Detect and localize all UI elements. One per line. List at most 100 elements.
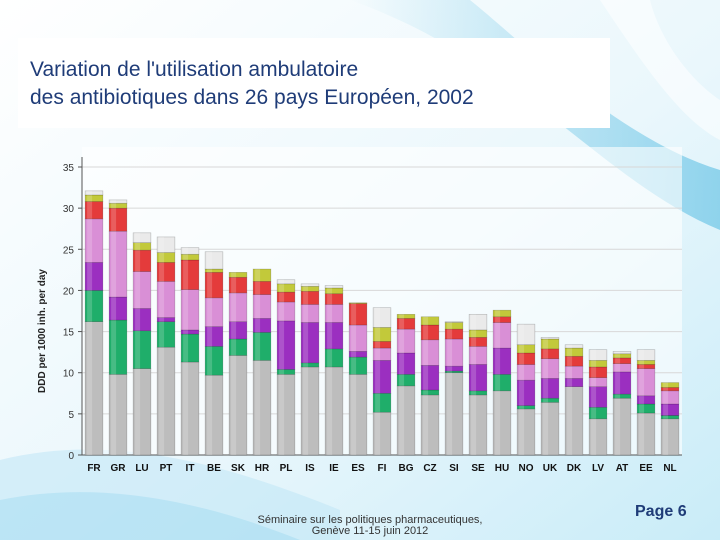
bar-sheen <box>663 387 669 391</box>
bar-segment-NL-segment-2 <box>660 415 680 420</box>
bar-sheen <box>615 353 621 358</box>
bar-segment-IE-segment-2 <box>324 348 344 368</box>
x-tick-label: IS <box>305 463 315 474</box>
bar-sheen <box>639 395 645 404</box>
bar-sheen <box>615 398 621 455</box>
bar-sheen <box>87 194 93 202</box>
bar-segment-ES-segment-5 <box>348 303 368 326</box>
bar-sheen <box>639 403 645 414</box>
bar-segment-SK-segment-4 <box>228 292 248 322</box>
bar-sheen <box>207 326 213 347</box>
y-axis-label: DDD per 1000 inh. per day <box>37 269 48 393</box>
bar-sheen <box>255 269 261 282</box>
bar-sheen <box>303 366 309 455</box>
bar-sheen <box>399 314 405 319</box>
x-tick-label: SE <box>471 463 485 474</box>
bar-sheen <box>135 308 141 331</box>
bar-sheen <box>279 301 285 321</box>
bar-segment-SE-segment-3 <box>468 364 488 392</box>
y-tick-label: 30 <box>63 204 75 215</box>
footer-text: Séminaire sur les politiques pharmaceuti… <box>235 515 505 537</box>
x-tick-label: AT <box>616 463 629 474</box>
bar-segment-PL-segment-7 <box>276 279 296 285</box>
bar-segment-IT-segment-7 <box>180 247 200 255</box>
bar-segment-SK-segment-6 <box>228 272 248 278</box>
bar-sheen <box>519 364 525 381</box>
bar-segment-FI-segment-6 <box>372 327 392 342</box>
bar-sheen <box>591 418 597 455</box>
bar-sheen <box>159 236 165 253</box>
bar-sheen <box>663 390 669 404</box>
bar-sheen <box>207 297 213 327</box>
bar-sheen <box>495 316 501 323</box>
bar-sheen <box>519 344 525 353</box>
bar-sheen <box>303 304 309 323</box>
bar-sheen <box>447 371 453 373</box>
bar-sheen <box>663 415 669 419</box>
bar-sheen <box>663 418 669 455</box>
bar-sheen <box>567 386 573 455</box>
bar-segment-IE-segment-7 <box>324 285 344 289</box>
bar-sheen <box>591 377 597 387</box>
bar-sheen <box>111 203 117 209</box>
bar-sheen <box>567 344 573 349</box>
bar-sheen <box>519 408 525 455</box>
bar-sheen <box>231 321 237 339</box>
bar-sheen <box>495 390 501 455</box>
bar-sheen <box>471 394 477 455</box>
bar-sheen <box>543 378 549 399</box>
bar-sheen <box>399 385 405 455</box>
bar-sheen <box>327 285 333 288</box>
bar-segment-GR-segment-7 <box>108 199 128 204</box>
bar-sheen <box>423 324 429 340</box>
bar-sheen <box>543 398 549 403</box>
bar-segment-CZ-segment-2 <box>420 389 440 396</box>
bar-sheen <box>111 199 117 204</box>
x-tick-label: IE <box>329 463 339 474</box>
bar-sheen <box>279 279 285 284</box>
bar-sheen <box>495 348 501 375</box>
bar-sheen <box>639 349 645 361</box>
bar-segment-BE-segment-1 <box>204 374 224 456</box>
bar-sheen <box>231 338 237 356</box>
bar-segment-GR-segment-4 <box>108 230 128 298</box>
bar-segment-CZ-segment-6 <box>420 316 440 326</box>
bar-sheen <box>471 337 477 347</box>
bar-sheen <box>591 366 597 378</box>
bar-sheen <box>447 322 453 330</box>
bar-sheen <box>399 329 405 353</box>
bar-sheen <box>159 321 165 348</box>
bar-sheen <box>183 247 189 255</box>
bar-sheen <box>183 334 189 363</box>
bar-sheen <box>615 394 621 399</box>
bar-sheen <box>351 324 357 352</box>
y-tick-label: 25 <box>63 245 75 256</box>
bar-sheen <box>159 347 165 455</box>
bar-segment-BE-segment-7 <box>204 251 224 270</box>
x-tick-label: PL <box>280 463 293 474</box>
bar-sheen <box>567 356 573 367</box>
bar-sheen <box>183 259 189 290</box>
bar-sheen <box>327 322 333 349</box>
bar-sheen <box>159 262 165 282</box>
bar-sheen <box>87 218 93 263</box>
bar-sheen <box>159 252 165 263</box>
bar-sheen <box>375 360 381 394</box>
bar-segment-IS-segment-7 <box>300 283 320 287</box>
bar-segment-NL-segment-5 <box>660 387 680 392</box>
bar-sheen <box>423 316 429 325</box>
bar-sheen <box>351 351 357 358</box>
bar-sheen <box>471 346 477 365</box>
bar-segment-BG-segment-3 <box>396 352 416 375</box>
bar-sheen <box>183 329 189 335</box>
x-tick-label: IT <box>186 463 195 474</box>
bar-sheen <box>279 283 285 293</box>
bar-sheen <box>135 330 141 369</box>
bar-sheen <box>327 304 333 323</box>
bar-sheen <box>471 314 477 330</box>
bar-sheen <box>567 366 573 379</box>
bar-sheen <box>231 355 237 455</box>
bar-sheen <box>135 250 141 272</box>
y-tick-label: 20 <box>63 286 75 297</box>
bar-sheen <box>615 363 621 372</box>
